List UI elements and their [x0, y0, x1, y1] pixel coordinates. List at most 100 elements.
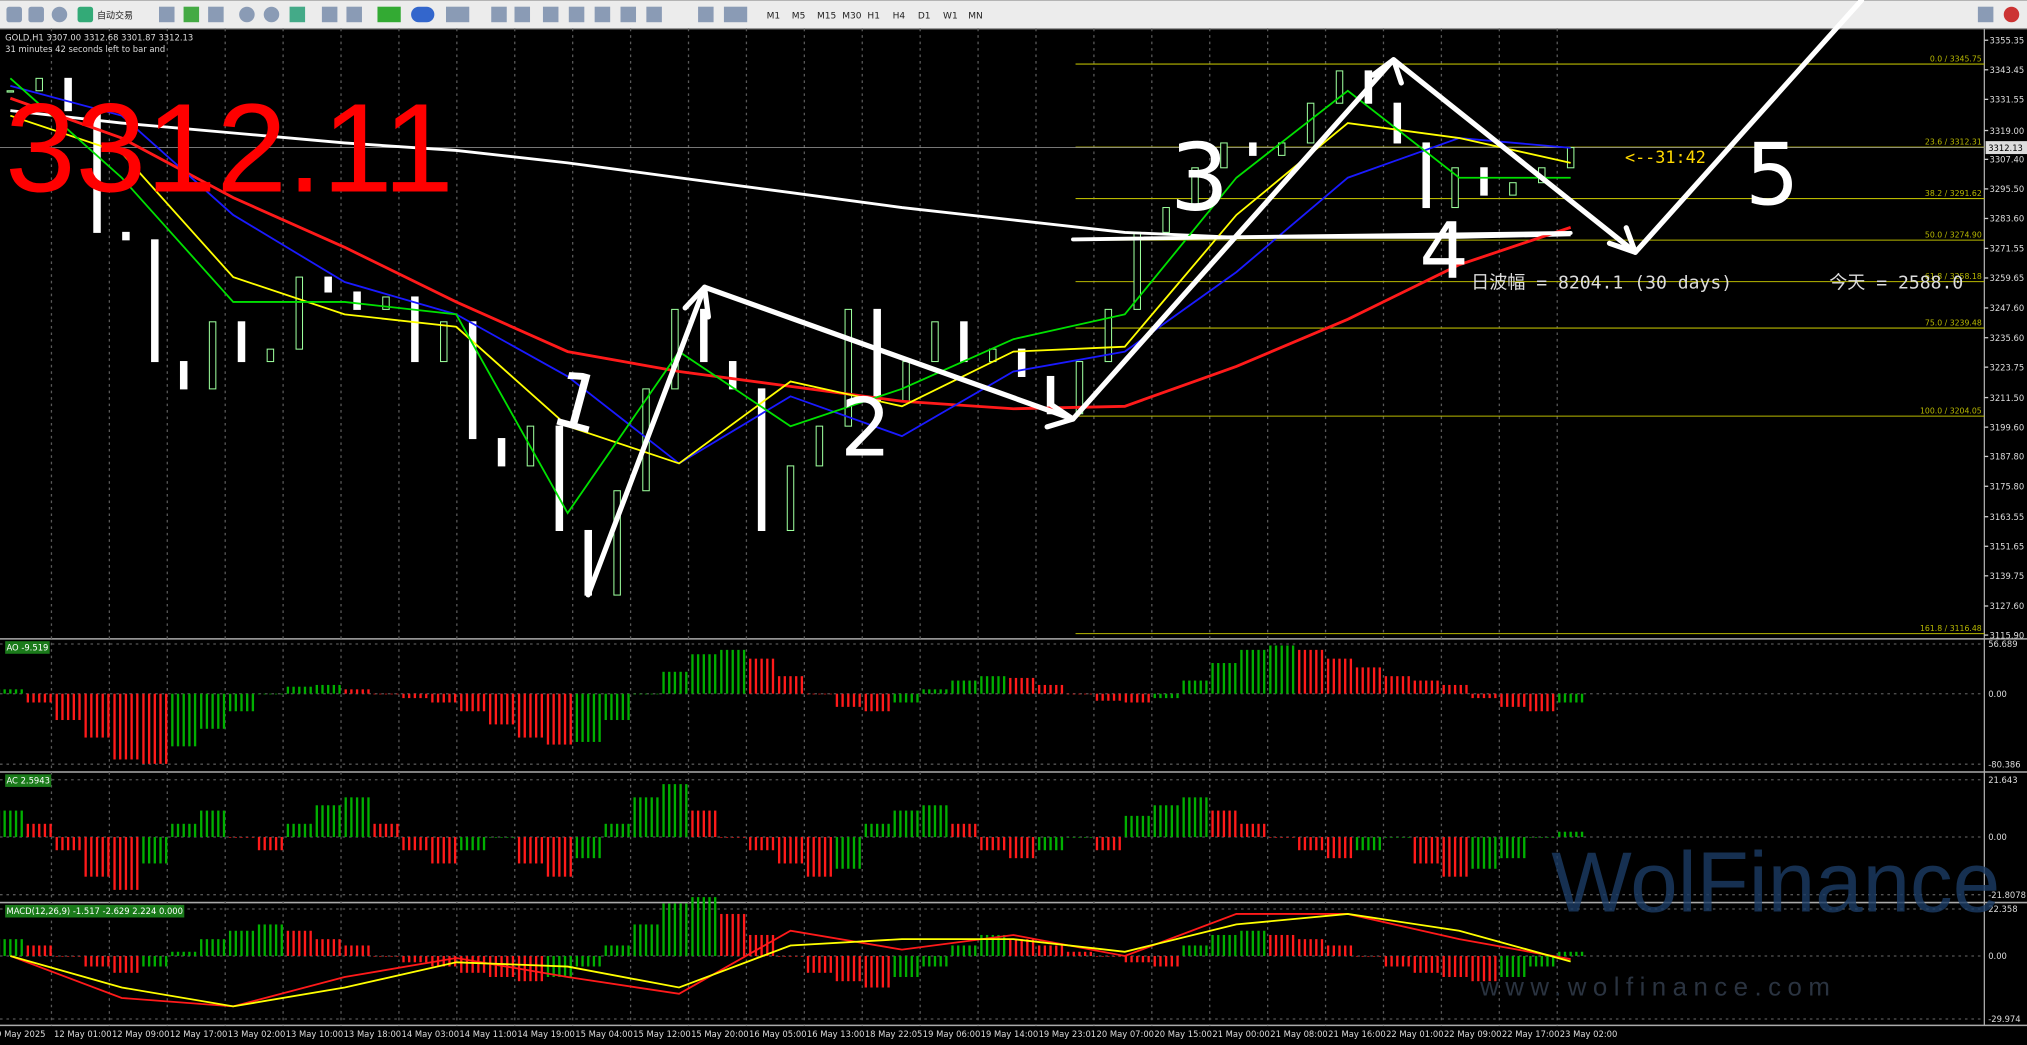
icon[interactable]	[568, 6, 585, 23]
icon[interactable]	[208, 6, 224, 23]
histogram-bar	[489, 955, 492, 977]
icon[interactable]	[183, 6, 200, 23]
histogram-bar	[1419, 955, 1422, 973]
icon[interactable]	[542, 6, 559, 23]
timeframe-button[interactable]: M30	[842, 11, 862, 21]
time-label: 15 May 04:00	[575, 1029, 633, 1039]
histogram-bar	[928, 805, 931, 838]
histogram-bar	[1188, 945, 1191, 956]
histogram-bar	[1026, 677, 1029, 694]
icon[interactable]	[594, 6, 611, 23]
icon[interactable]	[6, 6, 22, 23]
histogram-bar	[980, 837, 983, 851]
icon[interactable]	[321, 6, 338, 23]
histogram-bar	[806, 693, 810, 695]
histogram-bar	[1320, 649, 1324, 694]
histogram-bar	[20, 810, 23, 838]
timeframe-button[interactable]: W1	[943, 11, 958, 21]
candle	[1451, 167, 1459, 209]
histogram-bar	[1303, 939, 1307, 956]
histogram-bar	[1494, 955, 1497, 982]
icon[interactable]	[159, 6, 175, 23]
timeframe-button[interactable]: MN	[968, 11, 983, 21]
candle	[64, 77, 72, 112]
histogram-bar	[742, 649, 746, 694]
histogram-bar	[1193, 797, 1197, 838]
histogram-bar	[171, 951, 174, 956]
icon[interactable]	[491, 6, 507, 23]
histogram-bar	[494, 837, 498, 838]
timeframe-button[interactable]: H4	[893, 11, 906, 21]
histogram-bar	[61, 693, 64, 721]
histogram-bar	[592, 837, 596, 859]
histogram-bar	[795, 955, 798, 957]
icon[interactable]	[346, 6, 362, 23]
histogram-bar	[384, 955, 388, 957]
icon[interactable]	[2003, 6, 2020, 23]
histogram-bar	[783, 837, 786, 864]
histogram-bar	[66, 955, 70, 957]
histogram-bar	[228, 837, 232, 838]
icon[interactable]	[698, 6, 714, 23]
histogram-bar	[870, 823, 873, 838]
auto-trading-button[interactable]: 自动交易	[97, 9, 133, 21]
icon[interactable]	[289, 6, 306, 23]
histogram-bar	[708, 654, 711, 694]
icon[interactable]	[411, 6, 435, 23]
icon[interactable]	[445, 6, 470, 23]
histogram-bar	[465, 955, 469, 973]
histogram-bar	[1349, 837, 1353, 859]
icon[interactable]	[1977, 6, 1994, 23]
time-label: 22 May 09:00	[1444, 1029, 1502, 1039]
price-tick-label: 3271.55	[1990, 244, 2025, 254]
histogram-bar	[957, 945, 960, 956]
histogram-bar	[702, 897, 705, 956]
icon[interactable]	[263, 6, 280, 23]
wave-label: 5	[1745, 126, 1799, 225]
icon[interactable]	[646, 6, 662, 23]
icon[interactable]	[77, 6, 94, 23]
histogram-bar	[575, 955, 579, 967]
icon[interactable]	[51, 6, 68, 23]
icon[interactable]	[239, 6, 255, 23]
histogram-bar	[425, 693, 428, 699]
icon[interactable]	[28, 6, 44, 23]
histogram-bar	[644, 797, 648, 838]
histogram-bar	[1263, 649, 1266, 694]
histogram-bar	[1164, 693, 1168, 699]
histogram-bar	[685, 671, 688, 694]
histogram-bar	[922, 689, 925, 694]
histogram-bar	[1291, 645, 1295, 694]
histogram-bar	[1396, 837, 1399, 838]
histogram-bar	[338, 939, 341, 956]
histogram-bar	[1361, 667, 1364, 694]
histogram-bar	[546, 837, 550, 877]
icon[interactable]	[620, 6, 637, 23]
histogram-bar	[1280, 934, 1283, 956]
histogram-bar	[725, 649, 729, 694]
histogram-bar	[153, 693, 156, 764]
icon[interactable]	[723, 6, 748, 23]
histogram-bar	[610, 823, 613, 838]
icon[interactable]	[514, 6, 531, 23]
timeframe-button[interactable]: H1	[867, 11, 880, 21]
timeframe-button[interactable]: D1	[918, 11, 931, 21]
timeframe-button[interactable]: M1	[767, 11, 781, 21]
histogram-bar	[592, 693, 596, 742]
icon[interactable]	[377, 6, 401, 23]
histogram-bar	[1413, 837, 1416, 864]
histogram-bar	[251, 693, 255, 712]
histogram-bar	[26, 823, 30, 838]
histogram-bar	[1344, 837, 1347, 859]
histogram-bar	[1263, 823, 1266, 838]
histogram-bar	[731, 913, 734, 956]
histogram-bar	[1355, 667, 1359, 694]
panel-label-bg	[5, 641, 50, 654]
histogram-bar	[1176, 805, 1179, 838]
histogram-bar	[806, 955, 810, 973]
histogram-bar	[951, 680, 954, 694]
timeframe-button[interactable]: M15	[817, 11, 836, 21]
timeframe-button[interactable]: M5	[792, 11, 806, 21]
histogram-bar	[615, 823, 619, 838]
